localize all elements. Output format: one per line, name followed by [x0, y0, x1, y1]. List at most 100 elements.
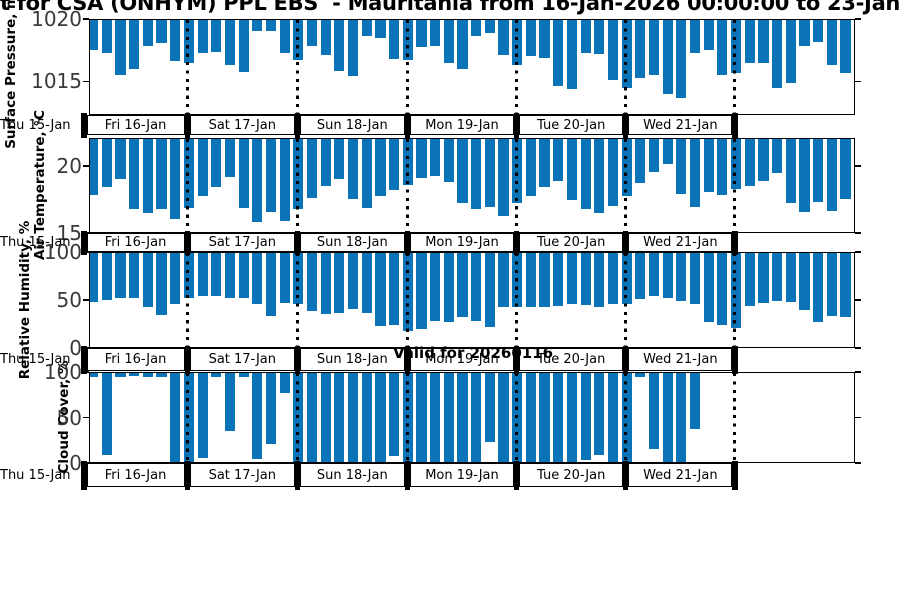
bar	[90, 373, 99, 378]
day-separator-bar	[404, 346, 411, 374]
bar	[553, 373, 564, 462]
temperature-plot	[89, 138, 855, 233]
y-tick-label: 15	[56, 221, 82, 245]
day-label-cell: Fri 16-Jan	[86, 233, 185, 252]
bar	[375, 20, 386, 39]
bar	[416, 139, 427, 179]
day-boundary-dotted-line	[185, 253, 189, 347]
day-label-cell: Sun 18-Jan	[300, 233, 405, 252]
bar	[580, 373, 591, 460]
bar	[252, 253, 263, 305]
bar	[471, 373, 482, 462]
day-separator-bar	[732, 461, 738, 490]
bar	[566, 139, 578, 201]
bar	[484, 20, 495, 34]
day-separator-bar	[622, 231, 629, 255]
day-label-cell: Wed 21-Jan	[628, 115, 733, 135]
bar	[525, 20, 536, 57]
bar	[758, 253, 769, 303]
bar	[265, 373, 277, 444]
bar	[648, 253, 660, 297]
bar	[334, 253, 345, 313]
bar	[347, 20, 359, 76]
bar	[826, 20, 837, 65]
bar	[129, 139, 140, 210]
bar	[799, 20, 810, 46]
bar	[498, 373, 509, 462]
bar	[416, 20, 427, 47]
y-tick-mark	[83, 80, 89, 83]
bar	[772, 139, 783, 173]
bar	[772, 20, 783, 89]
y-tick-label: 0	[69, 336, 82, 360]
day-label-cell: Tue 20-Jan	[519, 115, 623, 135]
y-tick-label: 100	[43, 360, 82, 384]
bar	[389, 20, 400, 59]
bar	[430, 253, 441, 322]
day-separator-bar	[622, 346, 629, 374]
bar	[676, 20, 687, 98]
bar	[156, 373, 167, 378]
bar	[539, 139, 550, 188]
bar	[443, 253, 454, 323]
bar	[662, 373, 673, 462]
bar	[129, 20, 140, 69]
bar	[457, 253, 468, 317]
day-separator-bar	[81, 113, 87, 138]
day-label-cell: Sat 17-Jan	[190, 115, 295, 135]
y-tick-label: 1015	[31, 69, 82, 94]
day-separator-bar	[404, 461, 411, 490]
bar	[471, 139, 482, 210]
y-tick-mark	[855, 462, 861, 464]
bar	[566, 20, 578, 90]
y-tick-mark	[855, 371, 861, 373]
bar	[375, 139, 386, 197]
bar	[90, 139, 99, 196]
bar	[484, 373, 495, 443]
day-boundary-dotted-line	[405, 373, 409, 462]
bar	[594, 373, 605, 456]
y-tick-mark	[855, 347, 861, 349]
bar	[170, 373, 181, 462]
day-separator-bar	[184, 113, 191, 138]
bar	[785, 139, 796, 203]
bar	[334, 373, 345, 462]
bar	[347, 139, 359, 199]
day-label-cell: Sat 17-Jan	[190, 348, 295, 371]
bar	[772, 253, 783, 301]
bar	[211, 373, 222, 378]
day-boundary-dotted-line	[295, 373, 299, 462]
day-separator-bar	[732, 113, 738, 138]
bar	[744, 20, 755, 63]
bar	[840, 20, 851, 74]
bar	[389, 139, 400, 190]
bar	[279, 253, 290, 303]
day-label-cell: Wed 21-Jan	[628, 348, 733, 371]
bar	[662, 139, 673, 164]
day-separator-bar	[513, 346, 520, 374]
bar	[457, 373, 468, 462]
bar	[170, 253, 181, 304]
day-separator-bar	[622, 113, 629, 138]
bar	[539, 20, 550, 58]
y-tick-mark	[855, 251, 861, 253]
y-tick-mark	[83, 416, 89, 419]
bar	[197, 373, 208, 459]
day-boundary-dotted-line	[185, 139, 189, 232]
day-boundary-dotted-line	[733, 373, 737, 462]
bar	[156, 253, 167, 315]
day-label-cell: Sat 17-Jan	[190, 233, 295, 252]
bar	[471, 20, 482, 36]
day-boundary-dotted-line	[624, 253, 627, 347]
bar	[183, 139, 195, 209]
bar	[484, 253, 495, 327]
bar	[279, 373, 290, 394]
bar	[170, 139, 181, 219]
bar	[813, 253, 824, 323]
day-label-cell: Sun 18-Jan	[300, 348, 405, 371]
y-tick-mark	[855, 165, 861, 167]
bar	[717, 253, 728, 326]
bar	[101, 139, 112, 188]
day-separator-bar	[81, 346, 87, 374]
day-separator-bar	[294, 113, 301, 138]
